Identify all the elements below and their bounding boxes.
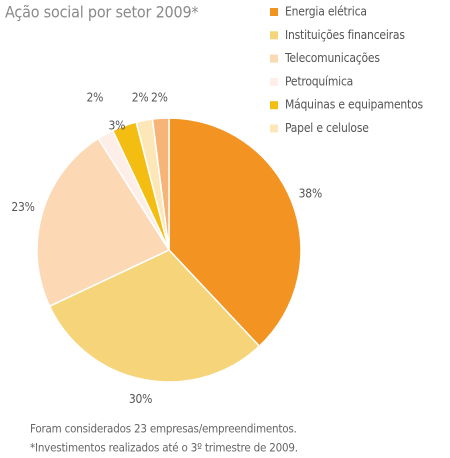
legend-swatch xyxy=(270,54,278,63)
legend-swatch xyxy=(270,8,278,16)
legend-label: Telecomunicações xyxy=(284,51,380,65)
legend-label: Máquinas e equipamentos xyxy=(285,98,423,112)
value-label: 3% xyxy=(108,119,125,133)
footnote: Foram considerados 23 empresas/empreendi… xyxy=(30,422,297,436)
value-label: 2% xyxy=(86,91,103,105)
legend-label: Instituições financeiras xyxy=(285,28,405,42)
pie-slice xyxy=(151,117,170,251)
legend-swatch xyxy=(270,77,278,86)
legend-swatch xyxy=(270,31,278,40)
value-label: 30% xyxy=(129,392,152,406)
legend-swatch xyxy=(270,101,278,110)
pie-slice xyxy=(168,117,302,348)
pie-slice xyxy=(48,249,261,383)
pie-slice xyxy=(36,137,171,308)
value-label: 2% xyxy=(151,91,168,105)
value-label: 23% xyxy=(11,200,34,214)
legend-label: Energia elétrica xyxy=(285,5,367,19)
value-label: 2% xyxy=(132,91,149,105)
legend-label: Petroquímica xyxy=(285,74,353,88)
footnote: *Investimentos realizados até o 3º trime… xyxy=(30,441,298,455)
chart-title: Ação social por setor 2009* xyxy=(5,3,198,22)
value-label: 38% xyxy=(299,187,322,201)
legend-swatch xyxy=(270,124,278,133)
legend-label: Papel e celulose xyxy=(285,121,369,135)
